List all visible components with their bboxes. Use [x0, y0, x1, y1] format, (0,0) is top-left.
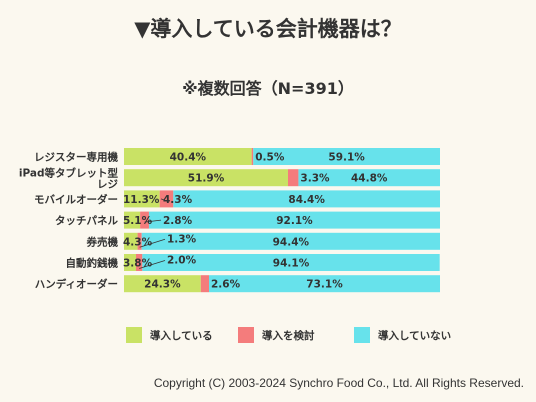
leader-line	[160, 198, 167, 202]
bar-segment	[136, 254, 143, 271]
value-label: 4.3%	[163, 194, 193, 206]
value-label: 94.4%	[273, 236, 310, 248]
legend-swatch	[354, 327, 370, 343]
value-label: 40.4%	[170, 152, 207, 164]
category-label: レジスター専用機	[34, 151, 118, 164]
bar-segment	[124, 275, 201, 293]
copyright-footer: Copyright (C) 2003-2024 Synchro Food Co.…	[153, 376, 524, 390]
category-label: 自動釣銭機	[66, 257, 119, 270]
bar-segment	[251, 148, 254, 165]
value-label: 5.1%	[123, 215, 153, 227]
value-label: 4.3%	[123, 236, 153, 248]
value-label: 3.3%	[300, 173, 330, 185]
value-label: 1.3%	[167, 233, 197, 245]
bar-segment	[124, 211, 141, 229]
legend-swatch	[126, 327, 142, 343]
bar-segment	[137, 232, 142, 250]
chart-subtitle: ※複数回答（N=391）	[182, 79, 354, 98]
value-label: 51.9%	[188, 173, 225, 185]
leader-line	[139, 260, 166, 269]
value-label: 0.5%	[255, 152, 285, 164]
bar-segment	[253, 148, 440, 165]
value-label: 92.1%	[276, 215, 313, 227]
category-label: タッチパネル	[55, 215, 118, 227]
category-label: 券売機	[86, 235, 119, 248]
value-label: 73.1%	[306, 279, 343, 291]
category-label: iPad等タブレット型レジ	[19, 167, 119, 191]
bar-segment	[148, 211, 441, 229]
bar-segment	[124, 232, 138, 250]
bar-segment	[209, 275, 440, 293]
bar-segment	[288, 169, 299, 187]
value-label: 94.1%	[273, 258, 310, 270]
bar-segment	[298, 169, 440, 187]
value-label: 84.4%	[288, 194, 325, 206]
bar-segment	[142, 254, 440, 271]
bar-segment	[140, 211, 149, 229]
value-label: 11.3%	[123, 194, 160, 206]
bar-segment	[124, 254, 137, 271]
legend-swatch	[238, 327, 254, 343]
value-label: 2.0%	[167, 255, 197, 267]
value-label: 24.3%	[144, 279, 181, 291]
category-label: モバイルオーダー	[34, 193, 118, 206]
value-label: 2.8%	[163, 215, 193, 227]
legend-label: 導入している	[150, 329, 213, 342]
legend-label: 導入を検討	[262, 329, 315, 342]
value-label: 2.6%	[211, 279, 241, 291]
stacked-bar-chart: ▼導入している会計機器は？ ※複数回答（N=391） レジスター専用機 40.4%…	[19, 17, 451, 343]
bar-segment	[124, 148, 252, 165]
bar-segment	[141, 232, 441, 250]
legend-label: 導入していない	[378, 329, 451, 342]
bar-segment	[173, 190, 440, 208]
bar-segment	[200, 275, 210, 293]
value-label: 3.8%	[123, 258, 153, 270]
bar-segment	[124, 169, 289, 187]
bar-segment	[124, 190, 160, 208]
value-label: 59.1%	[328, 152, 365, 164]
leader-line	[144, 219, 162, 223]
legend: 導入している 導入を検討 導入していない	[126, 327, 451, 343]
bar-segment	[159, 190, 174, 208]
bars-group: レジスター専用機 40.4% 0.5% 59.1% iPad等タブレット型レジ 51.9%…	[19, 148, 441, 293]
leader-line	[139, 238, 166, 248]
category-label: ハンディオーダー	[35, 278, 118, 291]
chart-title: ▼導入している会計機器は？	[134, 17, 402, 41]
value-label: 44.8%	[351, 173, 388, 185]
